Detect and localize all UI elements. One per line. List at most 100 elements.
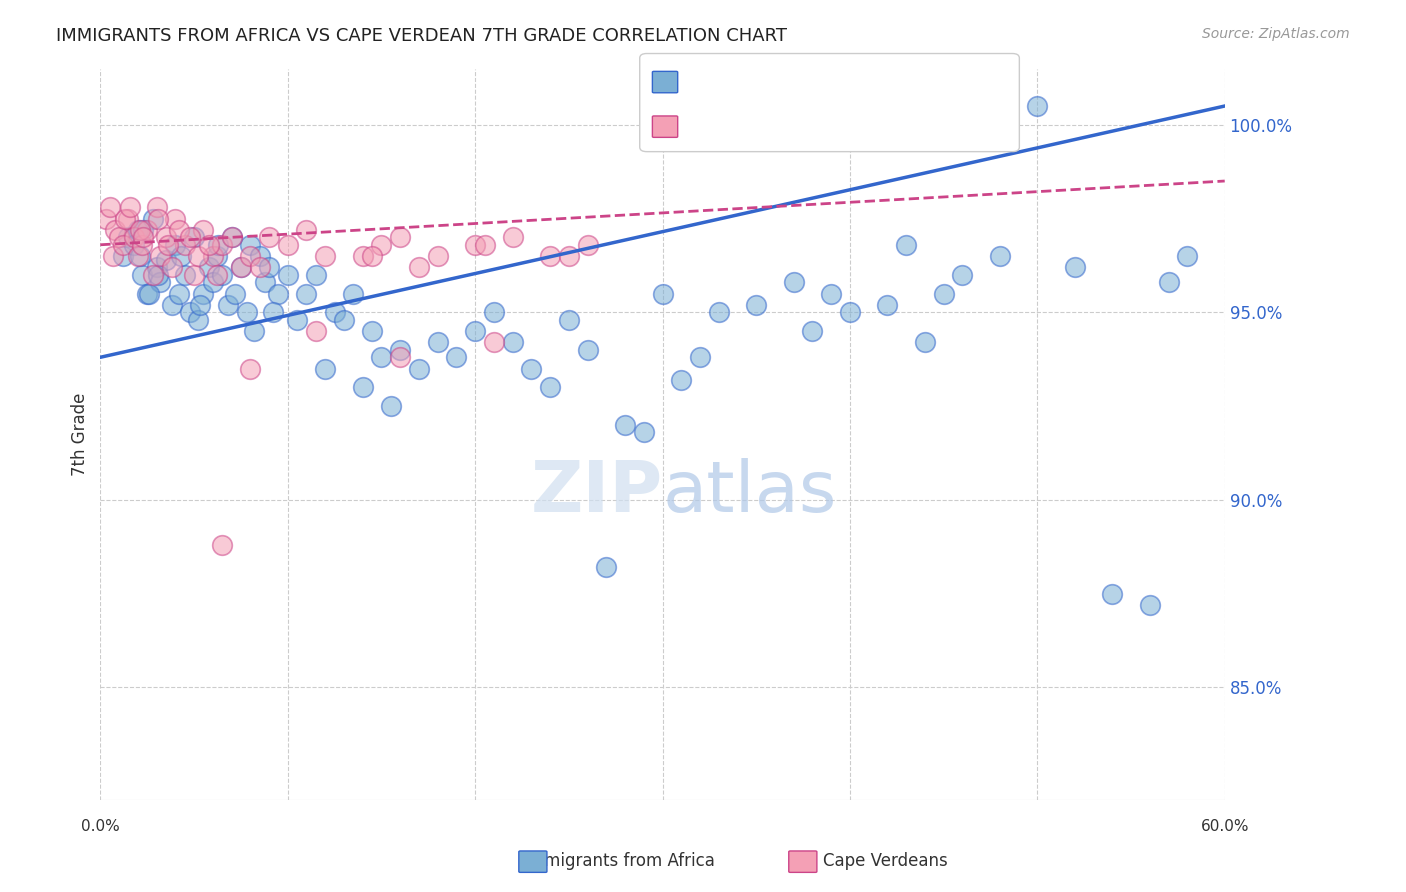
Point <box>149 275 172 289</box>
Point <box>576 237 599 252</box>
Point <box>1063 260 1085 275</box>
Point <box>128 249 150 263</box>
Point <box>217 298 239 312</box>
Point <box>285 312 308 326</box>
Point <box>262 305 284 319</box>
Point <box>950 268 973 282</box>
Point <box>170 249 193 263</box>
Point <box>201 249 224 263</box>
Point <box>167 223 190 237</box>
Text: ZIP: ZIP <box>530 458 662 527</box>
Text: N = 58: N = 58 <box>865 115 932 133</box>
Point <box>160 298 183 312</box>
Point <box>179 305 201 319</box>
Point <box>370 237 392 252</box>
Point <box>474 237 496 252</box>
Point <box>333 312 356 326</box>
Point <box>187 312 209 326</box>
Point <box>1175 249 1198 263</box>
Point <box>132 223 155 237</box>
Point <box>482 335 505 350</box>
Point <box>103 249 125 263</box>
Point <box>221 230 243 244</box>
Point <box>131 268 153 282</box>
Point <box>426 335 449 350</box>
Point <box>352 249 374 263</box>
Text: IMMIGRANTS FROM AFRICA VS CAPE VERDEAN 7TH GRADE CORRELATION CHART: IMMIGRANTS FROM AFRICA VS CAPE VERDEAN 7… <box>56 27 787 45</box>
Point <box>932 286 955 301</box>
Point <box>257 260 280 275</box>
Point <box>389 230 412 244</box>
Point <box>538 249 561 263</box>
Point <box>211 268 233 282</box>
Point <box>221 230 243 244</box>
Point <box>389 343 412 357</box>
Text: 60.0%: 60.0% <box>1201 819 1249 833</box>
Point <box>538 380 561 394</box>
Point <box>235 305 257 319</box>
Point <box>876 298 898 312</box>
Point <box>249 260 271 275</box>
Point <box>145 200 167 214</box>
Point <box>136 286 159 301</box>
Point <box>167 286 190 301</box>
Point <box>689 351 711 365</box>
Point <box>520 361 543 376</box>
Point <box>295 286 318 301</box>
Point <box>389 351 412 365</box>
Point <box>179 230 201 244</box>
Text: atlas: atlas <box>662 458 837 527</box>
Point <box>98 200 121 214</box>
Point <box>277 237 299 252</box>
Point <box>117 230 139 244</box>
Point <box>211 237 233 252</box>
Point <box>224 286 246 301</box>
Point <box>173 237 195 252</box>
Point <box>142 211 165 226</box>
Point <box>145 260 167 275</box>
Point <box>894 237 917 252</box>
Point <box>239 249 262 263</box>
Point <box>156 237 179 252</box>
Point <box>254 275 277 289</box>
Point <box>111 237 134 252</box>
Point <box>108 230 131 244</box>
Point <box>277 268 299 282</box>
Point <box>229 260 252 275</box>
Point <box>155 252 177 267</box>
Point <box>104 223 127 237</box>
Point <box>576 343 599 357</box>
Point <box>839 305 862 319</box>
Point <box>122 237 145 252</box>
Point <box>165 237 187 252</box>
Point <box>138 286 160 301</box>
Point <box>122 230 145 244</box>
Point <box>229 260 252 275</box>
Point <box>111 249 134 263</box>
Point <box>193 223 215 237</box>
Point <box>201 275 224 289</box>
Point <box>148 268 170 282</box>
Point <box>160 260 183 275</box>
Point <box>408 260 430 275</box>
Point <box>173 268 195 282</box>
Point <box>305 324 328 338</box>
Text: R = 0.265: R = 0.265 <box>682 70 780 88</box>
Point <box>249 249 271 263</box>
Point <box>193 286 215 301</box>
Point <box>502 335 524 350</box>
Point <box>1157 275 1180 289</box>
Point <box>188 298 211 312</box>
Point <box>707 305 730 319</box>
Point <box>314 361 336 376</box>
Point <box>148 211 170 226</box>
Point <box>801 324 824 338</box>
Point <box>183 230 205 244</box>
Point <box>361 324 384 338</box>
Point <box>1101 586 1123 600</box>
Point <box>207 237 229 252</box>
Text: Cape Verdeans: Cape Verdeans <box>824 852 948 870</box>
Point <box>314 249 336 263</box>
Point <box>558 249 581 263</box>
Point <box>267 286 290 301</box>
